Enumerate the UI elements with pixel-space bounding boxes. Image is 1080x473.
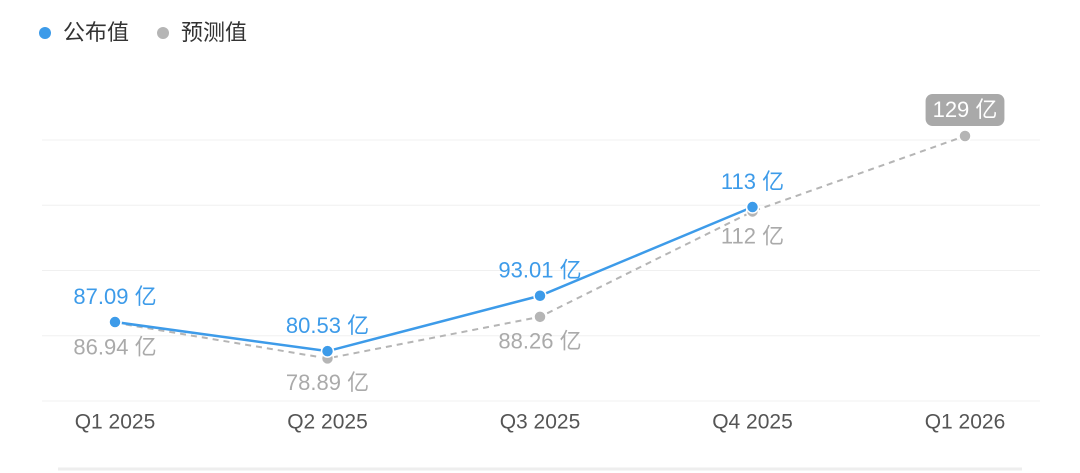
series-line (114, 205, 753, 353)
data-label: 112 亿 (721, 223, 784, 248)
data-label: 80.53 亿 (286, 313, 369, 338)
legend-label: 预测值 (181, 20, 247, 45)
data-point (320, 344, 335, 358)
data-label: 113 亿 (721, 169, 784, 194)
data-label: 93.01 亿 (498, 258, 581, 283)
legend-label: 公布值 (63, 20, 129, 45)
x-tick-label: Q1 2025 (75, 411, 156, 434)
data-label: 86.94 亿 (73, 335, 156, 360)
data-point (533, 289, 547, 303)
data-label-box: 129 亿 (925, 94, 1005, 127)
series-line (114, 135, 966, 360)
data-point (108, 315, 122, 329)
data-label: 129 亿 (933, 97, 998, 122)
legend-dot (157, 27, 170, 39)
data-point (745, 200, 760, 214)
x-tick-label: Q3 2025 (500, 411, 581, 434)
x-tick-label: Q2 2025 (287, 411, 368, 434)
data-label: 87.09 亿 (73, 284, 156, 309)
x-tick-label: Q4 2025 (712, 411, 793, 434)
label-bg (925, 94, 1005, 127)
data-label: 88.26 亿 (498, 329, 581, 354)
data-point (958, 129, 972, 143)
data-point (533, 310, 547, 324)
legend-dot (39, 27, 51, 39)
data-label: 78.89 亿 (286, 370, 369, 395)
x-tick-label: Q1 2026 (925, 411, 1006, 434)
